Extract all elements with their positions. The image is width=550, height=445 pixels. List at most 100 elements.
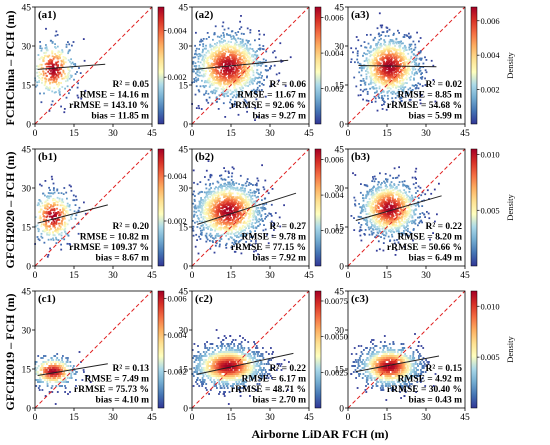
data-point: [206, 218, 208, 221]
data-point: [371, 218, 374, 221]
data-point: [222, 202, 225, 205]
data-point: [222, 233, 225, 235]
data-point: [408, 210, 411, 213]
y-tick-label: 0: [339, 120, 344, 130]
data-point: [250, 61, 253, 63]
data-point: [410, 199, 413, 202]
data-point: [385, 48, 387, 51]
data-point: [61, 86, 64, 88]
data-point: [62, 56, 65, 58]
data-point: [231, 187, 233, 190]
data-point: [392, 42, 394, 45]
data-point: [364, 81, 367, 84]
data-point: [54, 53, 56, 55]
data-point: [229, 81, 232, 84]
data-point: [413, 203, 416, 206]
data-point: [199, 55, 202, 58]
data-point: [357, 39, 360, 42]
data-point: [238, 51, 241, 54]
data-point: [255, 217, 258, 220]
data-point: [66, 233, 69, 236]
data-point: [392, 177, 394, 179]
data-point: [255, 98, 258, 101]
data-point: [248, 74, 250, 77]
data-point: [221, 93, 224, 96]
data-point: [233, 227, 236, 230]
data-point: [195, 31, 197, 34]
data-point: [389, 69, 392, 71]
data-point: [235, 240, 238, 242]
data-point: [401, 69, 403, 71]
data-point: [254, 184, 257, 186]
data-point: [255, 206, 258, 209]
data-point: [240, 203, 243, 205]
data-point: [218, 94, 221, 97]
data-point: [55, 74, 58, 77]
data-point: [67, 52, 69, 55]
data-point: [362, 199, 365, 202]
data-point: [369, 220, 372, 223]
data-point: [200, 38, 203, 41]
data-point: [251, 191, 254, 194]
data-point: [359, 228, 362, 231]
data-point: [381, 104, 383, 106]
data-point: [379, 172, 381, 175]
data-point: [386, 185, 388, 188]
data-point: [248, 182, 251, 184]
data-point: [236, 219, 238, 221]
data-point: [230, 187, 232, 190]
data-point: [373, 193, 376, 196]
data-point: [373, 87, 376, 90]
r-squared-label: R² = 0.27: [270, 222, 307, 232]
data-point: [267, 242, 270, 245]
data-point: [390, 185, 393, 187]
data-point: [211, 90, 213, 93]
data-point: [402, 78, 405, 81]
data-point: [250, 93, 253, 95]
data-point: [64, 87, 66, 90]
data-point: [229, 34, 232, 37]
data-point: [232, 186, 235, 189]
data-point: [213, 33, 216, 36]
data-point: [240, 233, 243, 236]
data-point: [399, 64, 402, 66]
data-point: [42, 230, 44, 232]
data-point: [214, 191, 216, 194]
data-point: [228, 189, 231, 192]
data-point: [61, 64, 64, 66]
data-point: [418, 70, 421, 73]
data-point: [242, 66, 245, 68]
data-point: [386, 61, 389, 64]
data-point: [410, 209, 413, 212]
data-point: [377, 33, 380, 36]
data-point: [56, 207, 58, 210]
data-point: [44, 211, 46, 214]
data-point: [257, 209, 259, 212]
data-point: [381, 99, 384, 101]
data-point: [240, 63, 243, 66]
data-point: [374, 51, 377, 53]
data-point: [403, 226, 405, 229]
data-point: [384, 229, 386, 232]
data-point: [394, 59, 396, 61]
data-point: [238, 57, 241, 59]
data-point: [374, 100, 377, 103]
data-point: [410, 232, 413, 235]
data-point: [404, 72, 407, 74]
data-point: [229, 205, 232, 207]
y-tick-label: 0: [26, 262, 31, 272]
data-point: [257, 195, 259, 198]
data-point: [255, 196, 258, 199]
data-point: [260, 206, 262, 209]
data-point: [381, 82, 384, 84]
data-point: [52, 219, 55, 222]
data-point: [228, 221, 231, 224]
data-point: [239, 83, 242, 86]
data-point: [258, 80, 261, 83]
data-point: [250, 196, 252, 199]
data-point: [63, 111, 66, 114]
data-point: [204, 206, 206, 208]
data-point: [249, 232, 252, 235]
data-point: [209, 247, 212, 250]
data-point: [374, 236, 376, 238]
